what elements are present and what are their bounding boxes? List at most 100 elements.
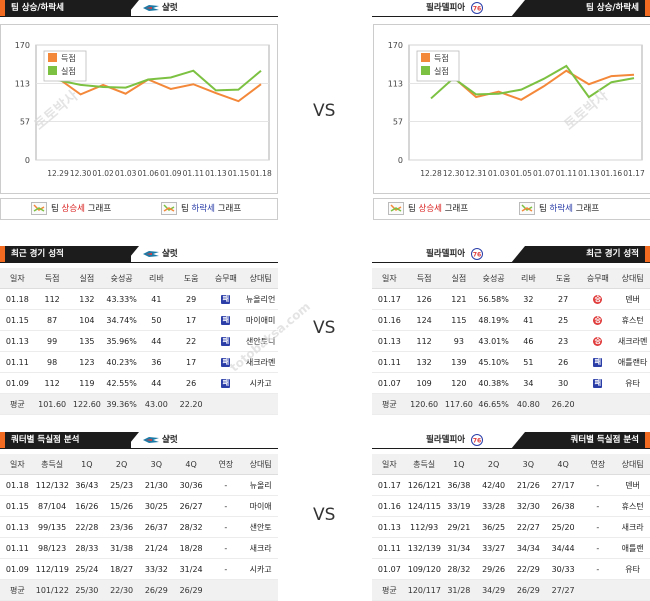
table-cell: - [209,496,244,517]
table-cell: - [209,538,244,559]
table-cell: 126 [407,289,442,310]
table-cell: 01.09 [0,559,35,580]
right-team-name: 필라델피아 [426,249,465,259]
table-cell: 112 [407,331,442,352]
table-cell: 46.65% [476,394,511,415]
table-cell: 덴버 [615,475,650,496]
quarter-title: 쿼터별 득실점 분석 [525,432,645,449]
result-badge: 패 [221,295,230,304]
x-tick-label: 12.29 [47,169,69,178]
table-cell: 새크라 [243,538,278,559]
column-header: 상대팀 [615,268,650,289]
table-cell: 휴스턴 [615,310,650,331]
rise-legend: 팀 상승세 그래프 [388,202,468,216]
vs-label: VS [313,101,335,121]
table-cell: 101/122 [35,580,70,601]
y-tick-label: 113 [388,80,403,89]
table-cell: 샌안토니 [243,331,278,352]
table-cell: 21/30 [139,475,174,496]
rise-graph-icon [388,202,404,215]
table-cell: 39.36% [104,394,139,415]
right-team-name: 필라델피아 [426,435,465,445]
column-header: 리바 [511,268,546,289]
table-cell: 22.20 [174,394,209,415]
table-cell: 45.10% [476,352,511,373]
sixers-logo-icon: 76 [471,248,483,260]
table-cell: 01.09 [0,373,35,394]
legend-label: 득점 [61,53,76,63]
rise-legend: 팀 상승세 그래프 [31,202,111,216]
table-cell: 32 [511,289,546,310]
table-cell: 35.96% [104,331,139,352]
result-cell: 패 [209,289,244,310]
table-cell: 41 [511,310,546,331]
table-cell: 34/44 [546,538,581,559]
x-tick-label: 01.18 [250,169,272,178]
x-tick-label: 01.17 [623,169,645,178]
right-recent-header: 필라델피아 76 최근 경기 성적 [372,246,650,263]
table-cell: 평균 [372,580,407,601]
table-cell: 34/29 [476,580,511,601]
x-tick-label: 01.03 [488,169,510,178]
table-cell: 28/32 [442,559,477,580]
table-cell: 44 [139,373,174,394]
left-recent-header: 최근 경기 성적 샬럿 [0,246,278,263]
column-header: 실점 [70,268,105,289]
column-header: 상대팀 [243,268,278,289]
table-cell: 120 [442,373,477,394]
result-cell: 패 [209,373,244,394]
table-cell: 22/28 [70,517,105,538]
table-cell: - [581,475,616,496]
column-header: 슛성공 [104,268,139,289]
table-cell: 33/19 [442,496,477,517]
table-cell: 01.13 [372,331,407,352]
table-cell: 99/135 [35,517,70,538]
column-header: 일자 [0,268,35,289]
result-cell: 패 [209,331,244,352]
result-cell: 승 [581,331,616,352]
table-cell: 01.11 [0,352,35,373]
column-header: 실점 [442,268,477,289]
table-cell: 평균 [0,580,35,601]
table-cell: 유타 [615,559,650,580]
column-header: 득점 [35,268,70,289]
table-cell: 50 [139,310,174,331]
table-cell: 40.23% [104,352,139,373]
table-cell: 18/27 [104,559,139,580]
table-cell: 25 [546,310,581,331]
table-cell: 26 [546,352,581,373]
left-trend-header: 팀 상승/하락세 샬럿 [0,0,278,17]
table-cell: 31/28 [442,580,477,601]
hornets-logo-icon [143,4,159,12]
trend-title: 팀 상승/하락세 [5,0,131,17]
table-cell: 평균 [372,394,407,415]
table-cell: 01.11 [0,538,35,559]
table-cell: 23/36 [104,517,139,538]
table-cell: 애틀랜타 [615,352,650,373]
table-cell: 30/33 [546,559,581,580]
table-cell: 101.60 [35,394,70,415]
fall-legend: 팀 하락세 그래프 [519,202,599,216]
table-cell [581,394,616,415]
table-cell: 34 [511,373,546,394]
legend-label: 실점 [434,66,449,76]
table-cell: 27 [546,289,581,310]
column-header: 2Q [104,454,139,475]
table-cell: 42.55% [104,373,139,394]
table-cell: 21/26 [511,475,546,496]
x-tick-label: 12.30 [70,169,92,178]
result-cell: 승 [581,310,616,331]
table-cell: 46 [511,331,546,352]
fall-graph-icon [519,202,535,215]
table-cell [243,394,278,415]
